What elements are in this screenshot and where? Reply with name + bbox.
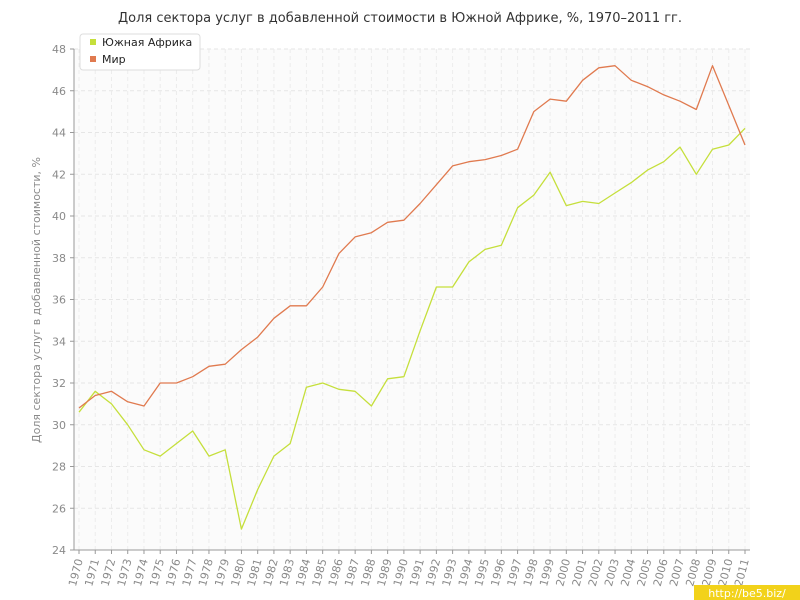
y-tick-label: 40 [52, 210, 66, 223]
y-tick-labels: 24 26 28 30 32 34 36 38 40 42 44 46 48 [52, 43, 66, 557]
legend-label-world[interactable]: Мир [102, 53, 126, 66]
series-lines [78, 65, 746, 530]
y-tick-label: 28 [52, 461, 66, 474]
y-tick-label: 26 [52, 502, 66, 515]
y-tick-label: 42 [52, 168, 66, 181]
y-tick-label: 34 [52, 335, 66, 348]
y-tick-label: 36 [52, 294, 66, 307]
axes [70, 48, 750, 554]
y-tick-label: 48 [52, 43, 66, 56]
grid-lines [74, 48, 750, 551]
watermark-text[interactable]: http://be5.biz/ [708, 587, 786, 600]
legend[interactable]: Южная Африка Мир [79, 33, 201, 71]
y-tick-label: 46 [52, 85, 66, 98]
x-tick-labels: 1970197119721973197419751976197719781979… [66, 557, 752, 587]
y-tick-label: 30 [52, 419, 66, 432]
y-tick-label: 44 [52, 127, 66, 140]
legend-swatch-south-africa [90, 39, 96, 45]
series-line-world [78, 65, 746, 409]
watermark[interactable]: http://be5.biz/ [694, 585, 800, 600]
y-tick-label: 24 [52, 544, 66, 557]
legend-box [79, 33, 201, 71]
y-axis-label: Доля сектора услуг в добавленной стоимос… [30, 157, 43, 443]
y-tick-label: 32 [52, 377, 66, 390]
chart-title: Доля сектора услуг в добавленной стоимос… [118, 11, 682, 26]
series-line-south-africa [78, 127, 746, 530]
watermark-bg [694, 585, 800, 600]
y-tick-label: 38 [52, 252, 66, 265]
legend-swatch-world [90, 56, 96, 62]
legend-label-south-africa[interactable]: Южная Африка [102, 36, 192, 49]
